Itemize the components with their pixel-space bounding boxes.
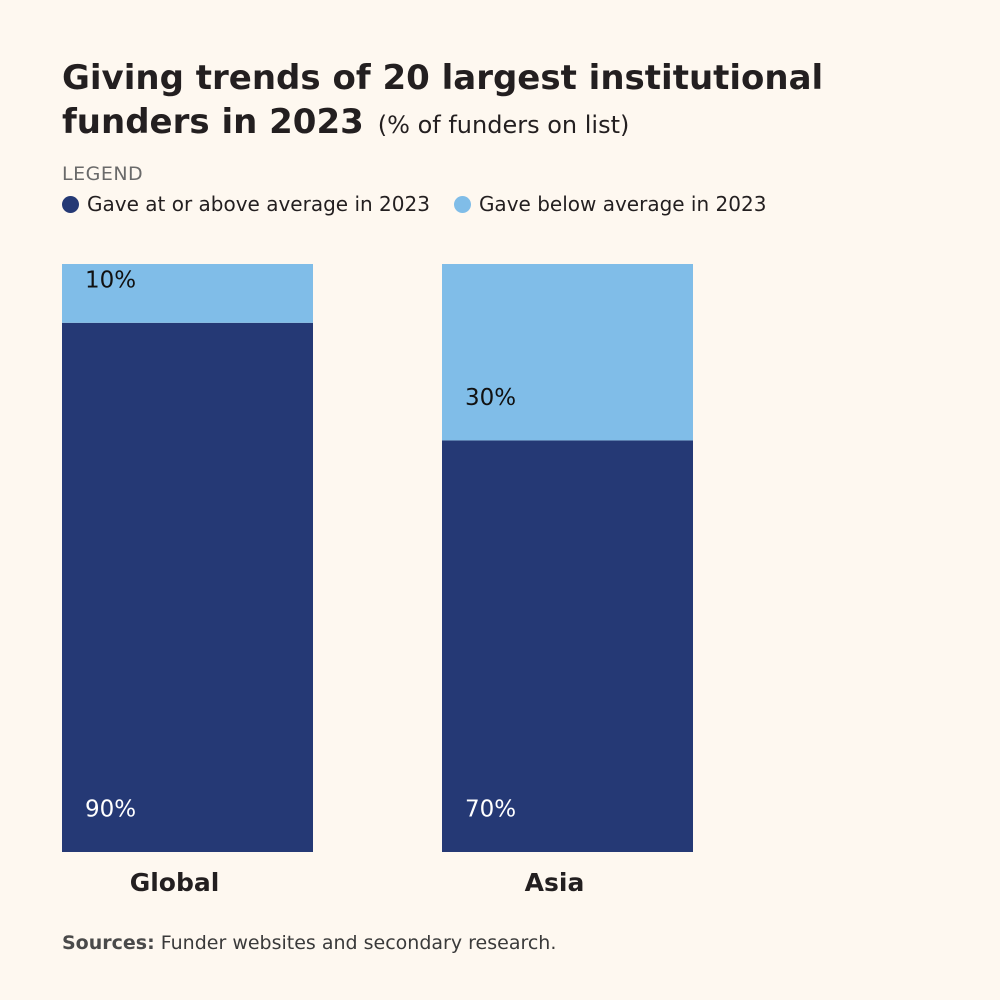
category-label-asia: Asia — [525, 868, 585, 897]
legend-item-above-average: Gave at or above average in 2023 — [62, 192, 430, 216]
sources-note: Sources: Funder websites and secondary r… — [62, 932, 556, 954]
category-label-global: Global — [130, 868, 220, 897]
legend-heading: LEGEND — [62, 163, 144, 185]
bar-asia-above-average — [442, 440, 693, 852]
legend-label-below-average: Gave below average in 2023 — [478, 192, 767, 216]
chart-title-text: Giving trends of 20 largest institutiona… — [62, 58, 824, 142]
bar-asia-below-average — [442, 264, 693, 441]
sources-label: Sources: — [62, 932, 155, 954]
bar-label-asia-above-average: 70% — [465, 797, 516, 823]
legend-swatch-below-average — [453, 195, 471, 213]
chart-title: Giving trends of 20 largest institutiona… — [62, 56, 962, 147]
legend-item-below-average: Gave below average in 2023 — [453, 192, 767, 216]
bar-label-global-below-average: 10% — [85, 267, 136, 293]
bar-label-asia-below-average: 30% — [465, 385, 516, 411]
bar-label-global-above-average: 90% — [85, 797, 136, 823]
chart-subtitle: (% of funders on list) — [377, 111, 630, 139]
bar-global-below-average — [62, 264, 313, 323]
sources-text: Funder websites and secondary research. — [154, 932, 557, 954]
legend-swatch-above-average — [62, 195, 79, 213]
bar-global-above-average — [62, 322, 313, 852]
legend-label-above-average: Gave at or above average in 2023 — [87, 192, 430, 216]
legend: Gave at or above average in 2023 Gave be… — [62, 192, 790, 216]
